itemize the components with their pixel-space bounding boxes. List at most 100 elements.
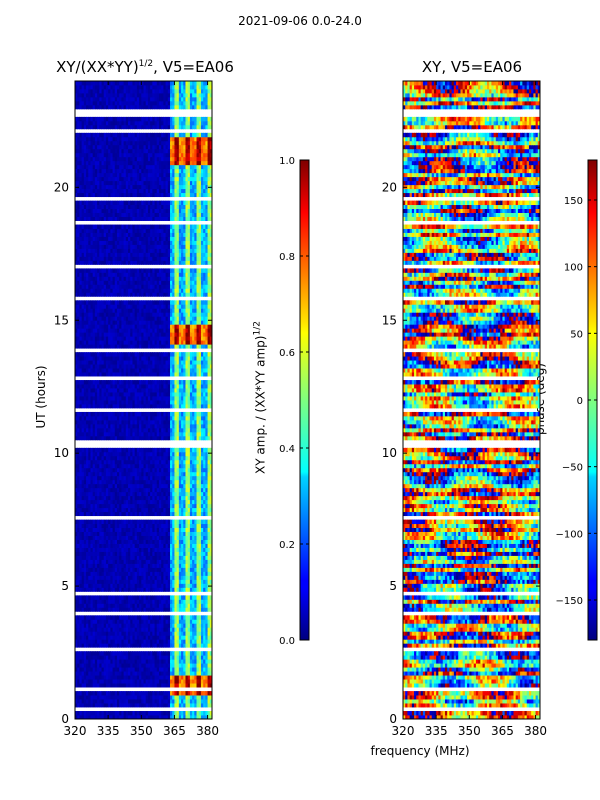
heat-cell — [181, 423, 184, 429]
heat-cell — [77, 519, 81, 525]
heat-cell — [94, 499, 98, 505]
heat-cell — [108, 559, 111, 564]
heat-cell — [79, 651, 83, 656]
heat-cell — [112, 527, 116, 532]
heat-cell — [147, 360, 151, 365]
heat-cell — [88, 427, 92, 433]
heat-cell — [183, 372, 187, 377]
heat-cell — [83, 491, 87, 497]
heat-cell — [123, 396, 127, 401]
heat-cell — [161, 447, 164, 453]
heat-cell — [167, 663, 171, 668]
heat-cell — [105, 427, 109, 433]
heat-cell — [176, 511, 180, 517]
heat-cell — [154, 623, 158, 628]
heat-cell — [163, 631, 167, 636]
heat-cell — [101, 663, 105, 668]
heat-cell — [103, 603, 107, 608]
heat-cell — [88, 380, 92, 385]
heat-cell — [152, 603, 156, 608]
heat-cell — [99, 479, 103, 485]
heat-cell — [147, 563, 151, 568]
heat-cell — [189, 551, 193, 556]
heat-cell — [161, 519, 164, 525]
heat-cell — [103, 543, 107, 548]
heat-cell — [198, 659, 202, 664]
heat-cell — [81, 372, 85, 377]
heat-cell — [121, 360, 125, 365]
heat-cell — [83, 388, 87, 393]
heat-cell — [108, 471, 111, 477]
heat-cell — [128, 435, 131, 441]
heat-cell — [203, 455, 206, 461]
heat-cell — [114, 411, 118, 417]
heat-cell — [130, 579, 134, 584]
heat-cell — [172, 531, 176, 536]
heat-cell — [196, 539, 200, 544]
heat-cell — [132, 372, 136, 377]
heat-cell — [154, 671, 158, 676]
heat-cell — [194, 571, 198, 576]
heat-cell — [116, 380, 120, 385]
heat-cell — [174, 639, 178, 644]
heat-cell — [77, 619, 81, 624]
heat-cell — [194, 451, 198, 457]
heat-cell — [163, 527, 167, 532]
heat-cell — [103, 419, 107, 425]
heat-cell — [174, 427, 178, 433]
heat-cell — [119, 531, 122, 536]
heat-cell — [147, 715, 151, 719]
heat-cell — [176, 455, 180, 461]
heat-cell — [119, 699, 122, 704]
heat-cell — [165, 599, 169, 604]
heat-cell — [128, 360, 131, 365]
heat-cell — [150, 467, 153, 473]
heat-cell — [90, 523, 94, 528]
heat-cell — [161, 695, 164, 700]
heat-cell — [156, 483, 160, 489]
heat-cell — [81, 435, 85, 441]
heat-cell — [156, 463, 160, 469]
heat-cell — [134, 364, 138, 369]
heat-cell — [86, 519, 89, 525]
heat-cell — [194, 699, 198, 704]
heat-cell — [170, 683, 173, 688]
heat-cell — [116, 384, 120, 389]
heat-cell — [158, 423, 162, 429]
heat-cell — [136, 703, 140, 708]
heat-cell — [174, 651, 178, 656]
heat-cell — [172, 471, 176, 477]
heat-cell — [203, 415, 206, 421]
heat-cell — [112, 555, 116, 560]
heat-cell — [178, 415, 182, 421]
heat-cell — [128, 635, 131, 640]
heat-cell — [141, 360, 145, 365]
heat-cell — [192, 415, 195, 421]
heat-cell — [130, 555, 134, 560]
heat-cell — [119, 463, 122, 469]
heat-cell — [174, 483, 178, 489]
heat-cell — [192, 543, 195, 548]
heat-cell — [154, 655, 158, 660]
heat-cell — [174, 559, 178, 564]
heat-cell — [154, 511, 158, 517]
heat-cell — [81, 368, 85, 373]
heat-cell — [128, 715, 131, 719]
heat-cell — [170, 451, 173, 457]
heat-cell — [192, 691, 195, 696]
heat-cell — [165, 447, 169, 453]
heat-cell — [88, 547, 92, 552]
heat-cell — [147, 635, 151, 640]
heat-cell — [189, 491, 193, 497]
heat-cell — [134, 595, 138, 600]
heat-cell — [194, 435, 198, 441]
heat-cell — [209, 603, 212, 608]
heat-cell — [207, 567, 211, 572]
heat-cell — [161, 635, 164, 640]
heat-cell — [119, 695, 122, 700]
heat-cell — [88, 435, 92, 441]
heat-cell — [116, 519, 120, 525]
heat-cell — [170, 619, 173, 624]
heat-cell — [134, 635, 138, 640]
heat-cell — [83, 368, 87, 373]
